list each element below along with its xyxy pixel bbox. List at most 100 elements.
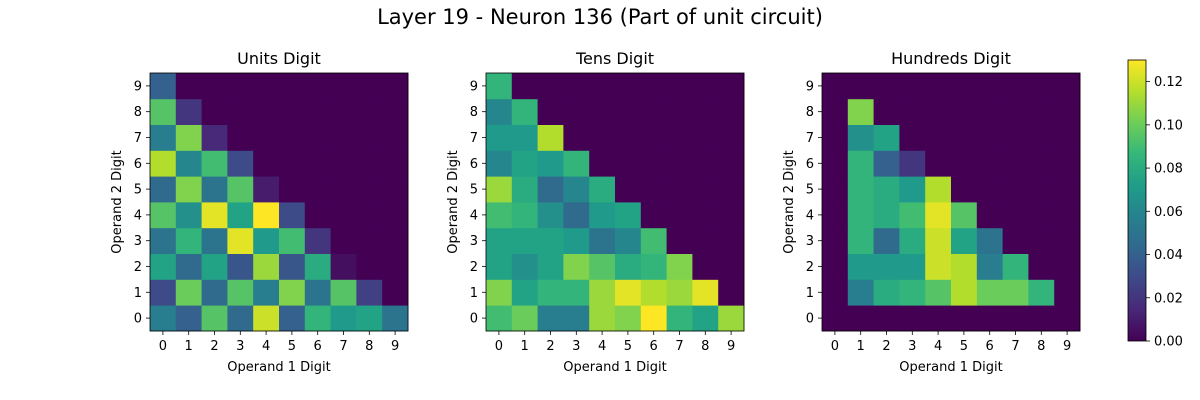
heatmap-cell bbox=[486, 150, 513, 177]
heatmap-cell bbox=[951, 227, 978, 254]
axes-frame bbox=[821, 72, 1081, 332]
x-tick-label: 0 bbox=[159, 339, 167, 354]
x-tick-label: 5 bbox=[288, 339, 296, 354]
heatmap-cell bbox=[692, 227, 719, 254]
heatmap-cell bbox=[822, 279, 849, 306]
heatmap-cell bbox=[537, 305, 564, 332]
heatmap-cell bbox=[666, 73, 693, 100]
heatmap-cell bbox=[640, 124, 667, 151]
x-axis-label: Operand 1 Digit bbox=[899, 360, 1002, 375]
heatmap-cell bbox=[899, 227, 926, 254]
heatmap-cell bbox=[175, 202, 202, 229]
heatmap-units: Units Digit 0 1 2 3 4 5 6 7 8 9 0 1 2 3 4 5 6 7 8 9 Operand 1… bbox=[110, 49, 409, 375]
heatmap-cell bbox=[356, 227, 383, 254]
y-tick-label: 9 bbox=[134, 79, 142, 94]
heatmap-cell bbox=[356, 176, 383, 203]
heatmap-cell bbox=[253, 124, 280, 151]
heatmap-cell bbox=[925, 279, 952, 306]
heatmap-cell bbox=[486, 227, 513, 254]
x-tick-label: 5 bbox=[960, 339, 968, 354]
y-tick-label: 5 bbox=[470, 183, 478, 198]
colorbar-tick-label: 0.10 bbox=[1154, 118, 1183, 133]
heatmap-cell bbox=[925, 73, 952, 100]
heatmap-cell bbox=[615, 253, 642, 280]
heatmap-cell bbox=[511, 253, 538, 280]
heatmap-cell bbox=[718, 253, 745, 280]
heatmap-cell bbox=[822, 98, 849, 125]
heatmap-cell bbox=[304, 202, 331, 229]
heatmap-cell bbox=[666, 279, 693, 306]
heatmap-cell bbox=[873, 124, 900, 151]
heatmap-cell bbox=[563, 279, 590, 306]
y-axis-label: Operand 2 Digit bbox=[110, 150, 125, 253]
y-tick-label: 3 bbox=[134, 234, 142, 249]
y-tick-label: 5 bbox=[134, 183, 142, 198]
heatmap-cell bbox=[640, 150, 667, 177]
heatmap-cell bbox=[951, 98, 978, 125]
heatmap-cell bbox=[666, 202, 693, 229]
heatmap-cell bbox=[692, 73, 719, 100]
heatmap-cell bbox=[976, 124, 1003, 151]
heatmap-cell bbox=[1002, 98, 1029, 125]
heatmap-cell bbox=[1002, 279, 1029, 306]
heatmap-cell bbox=[640, 253, 667, 280]
figure-title: Layer 19 - Neuron 136 (Part of unit circ… bbox=[377, 5, 823, 29]
heatmap-cell bbox=[537, 124, 564, 151]
heatmap-cell bbox=[486, 305, 513, 332]
heatmap-cell bbox=[951, 253, 978, 280]
y-tick-label: 1 bbox=[806, 286, 814, 301]
heatmap-cell bbox=[304, 98, 331, 125]
heatmap-cell bbox=[873, 227, 900, 254]
colorbar-tick-label: 0.00 bbox=[1154, 335, 1183, 350]
heatmap-cell bbox=[150, 73, 177, 100]
heatmap-cell bbox=[150, 202, 177, 229]
heatmap-cell bbox=[899, 150, 926, 177]
heatmap-cell bbox=[1054, 227, 1081, 254]
heatmap-cell bbox=[692, 279, 719, 306]
heatmap-cell bbox=[589, 98, 616, 125]
heatmap-cell bbox=[925, 253, 952, 280]
heatmap-cell bbox=[253, 150, 280, 177]
heatmap-cell bbox=[925, 124, 952, 151]
heatmap-cell bbox=[615, 73, 642, 100]
x-tick-label: 3 bbox=[236, 339, 244, 354]
heatmap-cell bbox=[253, 73, 280, 100]
y-tick-label: 0 bbox=[806, 312, 814, 327]
heatmap-cell bbox=[486, 279, 513, 306]
heatmap-cell bbox=[227, 279, 254, 306]
heatmap-cell bbox=[640, 73, 667, 100]
heatmap-cell bbox=[150, 150, 177, 177]
heatmap-cell bbox=[201, 279, 228, 306]
heatmap-cell bbox=[330, 253, 357, 280]
heatmap-cell bbox=[201, 150, 228, 177]
heatmap-cell bbox=[227, 202, 254, 229]
heatmap-cell bbox=[899, 305, 926, 332]
heatmap-cell bbox=[175, 253, 202, 280]
heatmap-cell bbox=[615, 150, 642, 177]
heatmap-cell bbox=[201, 227, 228, 254]
heatmap-cell bbox=[822, 176, 849, 203]
heatmap-cell bbox=[279, 305, 306, 332]
heatmap-cell bbox=[1054, 305, 1081, 332]
heatmap-cell bbox=[847, 227, 874, 254]
heatmap-cell bbox=[201, 98, 228, 125]
heatmap-cell bbox=[692, 150, 719, 177]
x-tick-label: 0 bbox=[831, 339, 839, 354]
heatmap-cell bbox=[356, 124, 383, 151]
heatmap-cell bbox=[201, 124, 228, 151]
heatmap-cell bbox=[1028, 98, 1055, 125]
x-tick-label: 3 bbox=[908, 339, 916, 354]
heatmap-cell bbox=[925, 150, 952, 177]
heatmap-cell bbox=[925, 202, 952, 229]
heatmap-cell bbox=[666, 253, 693, 280]
x-tick-label: 1 bbox=[857, 339, 865, 354]
heatmap-cell bbox=[718, 227, 745, 254]
x-tick-label: 6 bbox=[650, 339, 658, 354]
heatmap-cell bbox=[822, 124, 849, 151]
heatmap-cell bbox=[304, 124, 331, 151]
heatmap-cell bbox=[640, 176, 667, 203]
heatmap-cell bbox=[1054, 202, 1081, 229]
heatmap-cell bbox=[511, 176, 538, 203]
heatmap-cell bbox=[253, 305, 280, 332]
heatmap-cell bbox=[873, 176, 900, 203]
